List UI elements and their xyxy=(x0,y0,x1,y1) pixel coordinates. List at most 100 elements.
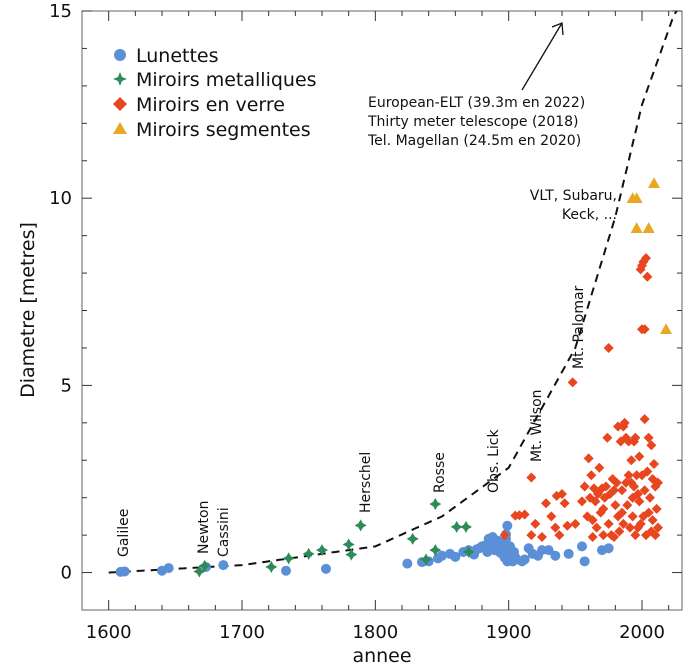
point-miroirs-en-verre xyxy=(653,522,663,533)
point-lunettes xyxy=(450,551,461,562)
point-miroirs-en-verre xyxy=(650,530,661,541)
point-miroirs-en-verre xyxy=(617,507,627,518)
point-lunettes xyxy=(281,565,291,576)
point-miroirs-en-verre xyxy=(617,485,627,496)
point-miroirs-en-verre xyxy=(651,503,662,514)
point-miroirs-en-verre xyxy=(579,481,590,492)
annotation-galilee: Galilee xyxy=(116,509,132,557)
point-lunettes xyxy=(402,558,413,569)
point-miroirs-segmentes xyxy=(648,177,660,189)
point-miroirs-en-verre xyxy=(554,530,565,541)
x-tick-label: 1600 xyxy=(86,622,132,643)
point-lunettes xyxy=(218,560,229,571)
point-lunettes xyxy=(519,554,530,565)
point-miroirs-metalliques xyxy=(198,559,211,572)
legend-label-miroirs-segmentes: Miroirs segmentes xyxy=(136,119,311,141)
annotation-vlt-subaru: VLT, Subaru, xyxy=(530,188,617,204)
point-miroirs-en-verre xyxy=(626,455,637,466)
point-miroirs-en-verre xyxy=(622,500,633,511)
point-lunettes xyxy=(543,545,554,556)
point-miroirs-en-verre xyxy=(562,520,573,531)
x-tick-label: 2000 xyxy=(619,622,665,643)
point-miroirs-en-verre xyxy=(591,522,602,533)
point-miroirs-en-verre xyxy=(643,432,654,443)
series-miroirs-segmentes xyxy=(626,177,672,335)
point-miroirs-metalliques xyxy=(462,545,475,558)
point-miroirs-en-verre xyxy=(645,492,655,503)
y-tick-label: 10 xyxy=(49,188,72,209)
point-miroirs-en-verre xyxy=(619,417,630,428)
point-miroirs-en-verre xyxy=(649,458,659,469)
point-miroirs-en-verre xyxy=(618,518,629,529)
point-miroirs-en-verre xyxy=(631,470,642,481)
point-miroirs-en-verre xyxy=(627,511,638,522)
point-miroirs-en-verre xyxy=(623,436,634,447)
data-points xyxy=(115,177,672,578)
point-miroirs-segmentes xyxy=(660,323,672,335)
point-miroirs-en-verre xyxy=(526,472,537,483)
point-miroirs-en-verre xyxy=(587,515,598,526)
y-tick-label: 15 xyxy=(49,1,72,22)
point-lunettes xyxy=(119,566,130,577)
legend-label-lunettes: Lunettes xyxy=(136,45,219,67)
point-miroirs-metalliques xyxy=(342,538,355,551)
point-miroirs-en-verre xyxy=(613,421,623,432)
annotation-tmt: Thirty meter telescope (2018) xyxy=(367,114,579,130)
legend: Lunettes Miroirs metalliques Miroirs en … xyxy=(113,45,317,141)
point-miroirs-metalliques xyxy=(345,548,358,561)
point-miroirs-en-verre xyxy=(559,498,570,509)
annotation-mt-wilson: Mt. Wilson xyxy=(529,389,545,462)
y-tick-label: 5 xyxy=(61,375,72,396)
legend-label-miroirs-en-verre: Miroirs en verre xyxy=(136,94,285,116)
point-miroirs-en-verre xyxy=(630,530,641,541)
point-miroirs-en-verre xyxy=(557,488,567,499)
point-miroirs-metalliques xyxy=(429,544,442,557)
point-miroirs-en-verre xyxy=(634,496,645,507)
point-miroirs-en-verre xyxy=(586,470,597,481)
point-miroirs-en-verre xyxy=(590,496,601,507)
point-miroirs-en-verre xyxy=(567,377,578,388)
annotation-rosse: Rosse xyxy=(432,452,448,493)
point-miroirs-en-verre xyxy=(647,515,658,526)
current-large-telescopes-annotation: VLT, Subaru, Keck, ... xyxy=(530,188,617,223)
site-annotations: Galilee Newton Cassini Herschel Rosse Ob… xyxy=(116,285,587,557)
point-miroirs-en-verre xyxy=(610,500,621,511)
point-miroirs-metalliques xyxy=(420,553,432,566)
annotation-cassini: Cassini xyxy=(216,507,232,557)
point-miroirs-en-verre xyxy=(625,522,635,533)
point-lunettes xyxy=(563,548,574,559)
x-tick-label: 1900 xyxy=(486,622,532,643)
legend-marker-miroirs-metalliques xyxy=(113,72,127,86)
point-miroirs-en-verre xyxy=(601,481,611,492)
point-miroirs-en-verre xyxy=(583,453,594,464)
legend-marker-lunettes xyxy=(114,49,126,61)
annotation-herschel: Herschel xyxy=(358,452,374,513)
point-lunettes xyxy=(603,543,614,554)
point-miroirs-en-verre xyxy=(642,466,653,477)
point-miroirs-en-verre xyxy=(530,518,541,529)
point-miroirs-en-verre xyxy=(639,324,650,335)
point-miroirs-en-verre xyxy=(594,462,605,473)
legend-marker-miroirs-en-verre xyxy=(113,97,127,111)
y-tick-label: 0 xyxy=(61,563,72,584)
point-miroirs-metalliques xyxy=(450,520,463,533)
series-miroirs-en-verre xyxy=(499,253,663,542)
point-miroirs-en-verre xyxy=(646,440,657,451)
point-lunettes xyxy=(321,563,331,574)
point-miroirs-en-verre xyxy=(629,481,639,492)
annotation-keck: Keck, ... xyxy=(562,207,617,223)
point-miroirs-en-verre xyxy=(611,477,622,488)
point-miroirs-en-verre xyxy=(519,509,530,520)
point-miroirs-metalliques xyxy=(282,552,295,565)
point-miroirs-metalliques xyxy=(302,547,315,560)
point-miroirs-metalliques xyxy=(429,498,442,511)
legend-marker-miroirs-segmentes xyxy=(113,122,127,134)
point-miroirs-en-verre xyxy=(526,530,537,541)
future-arrow-head xyxy=(551,22,564,36)
point-miroirs-en-verre xyxy=(621,477,631,488)
point-miroirs-metalliques xyxy=(265,560,278,573)
point-miroirs-en-verre xyxy=(630,432,641,443)
point-miroirs-en-verre xyxy=(609,485,619,496)
point-miroirs-metalliques xyxy=(193,565,206,578)
x-tick-label: 1700 xyxy=(219,622,265,643)
